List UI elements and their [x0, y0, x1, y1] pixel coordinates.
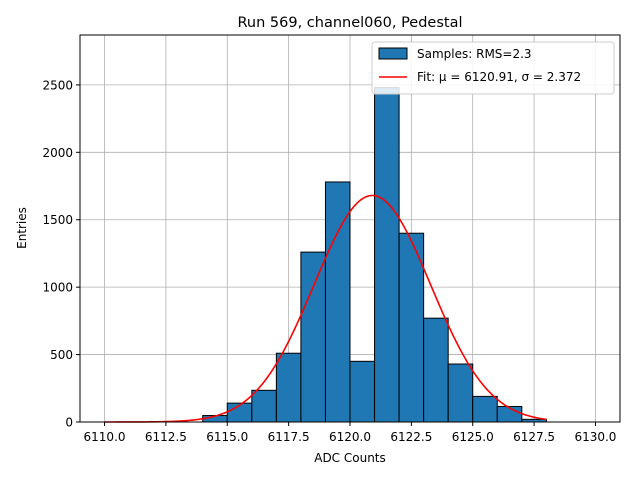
- histogram-bar: [423, 317, 449, 423]
- x-axis-label: ADC Counts: [314, 451, 386, 465]
- y-tick-label: 500: [50, 348, 73, 362]
- x-tick-label: 6120.0: [329, 430, 371, 444]
- y-tick-label: 0: [65, 416, 73, 430]
- x-axis-ticks: 6110.0 6112.5 6115.0 6117.5 6120.0 6122.5 6125…: [84, 422, 616, 444]
- y-tick-label: 2000: [42, 146, 73, 160]
- legend-samples-label: Samples: RMS=2.3: [417, 47, 532, 61]
- histogram-bar: [349, 360, 376, 423]
- legend-fit-label: Fit: μ = 6120.91, σ = 2.372: [417, 70, 581, 84]
- histogram-bars: [202, 87, 547, 423]
- y-axis-label: Entries: [15, 207, 29, 249]
- x-tick-label: 6117.5: [268, 430, 310, 444]
- histogram-bar: [251, 389, 277, 423]
- histogram-bar: [398, 232, 425, 423]
- legend: Samples: RMS=2.3 Fit: μ = 6120.91, σ = 2…: [371, 41, 615, 95]
- y-axis-ticks: 0 500 1000 1500 2000 2500: [42, 78, 80, 430]
- histogram-bar: [374, 87, 400, 423]
- y-tick-label: 1000: [42, 281, 73, 295]
- x-tick-label: 6127.5: [513, 430, 555, 444]
- y-tick-label: 2500: [42, 78, 73, 92]
- y-tick-label: 1500: [42, 213, 73, 227]
- x-tick-label: 6122.5: [390, 430, 432, 444]
- histogram-bar: [472, 395, 498, 423]
- legend-box: [371, 41, 615, 95]
- x-tick-label: 6130.0: [574, 430, 616, 444]
- histogram-bar: [447, 363, 474, 423]
- histogram-bar: [300, 251, 326, 423]
- chart-title: Run 569, channel060, Pedestal: [237, 15, 462, 31]
- legend-samples-swatch: [378, 47, 408, 60]
- x-tick-label: 6115.0: [206, 430, 248, 444]
- fit-curve: [104, 194, 547, 423]
- histogram-bar: [324, 181, 351, 423]
- x-tick-label: 6112.5: [145, 430, 187, 444]
- histogram-bar: [496, 405, 523, 423]
- x-tick-label: 6110.0: [84, 430, 126, 444]
- histogram-bar: [275, 352, 302, 423]
- x-tick-label: 6125.0: [452, 430, 494, 444]
